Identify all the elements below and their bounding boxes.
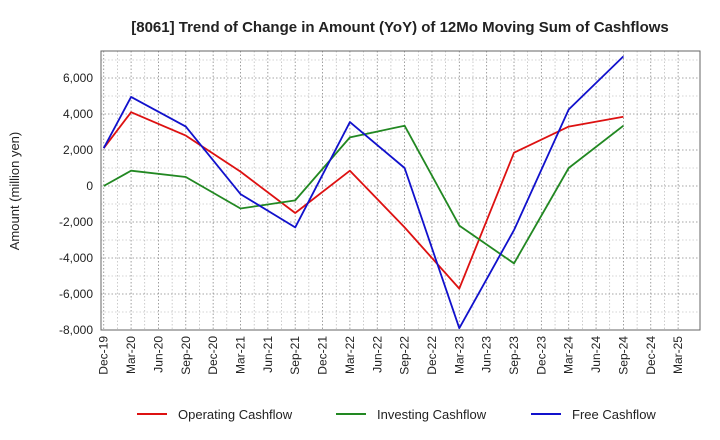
y-tick-label: 6,000 bbox=[63, 71, 93, 85]
x-tick-label: Mar-22 bbox=[343, 336, 357, 374]
x-tick-label: Dec-19 bbox=[97, 336, 111, 375]
x-tick-label: Sep-23 bbox=[507, 336, 521, 375]
y-axis-label: Amount (million yen) bbox=[7, 132, 22, 251]
x-axis-ticks: Dec-19 Mar-20 Jun-20 Sep-20 Dec-20 Mar-21 Jun-… bbox=[97, 336, 685, 375]
x-tick-label: Sep-22 bbox=[398, 336, 412, 375]
plot-grid bbox=[101, 51, 700, 331]
series-line-free-cashflow bbox=[102, 55, 625, 330]
x-tick-label: Sep-24 bbox=[616, 336, 630, 375]
series-line-investing-cashflow bbox=[103, 124, 624, 265]
series-line-operating-cashflow bbox=[102, 111, 624, 290]
x-tick-label: Jun-20 bbox=[151, 336, 165, 373]
x-tick-label: Sep-21 bbox=[288, 336, 302, 375]
y-tick-label: -8,000 bbox=[59, 323, 93, 337]
legend-label-free-cashflow: Free Cashflow bbox=[572, 407, 656, 422]
y-tick-label: -2,000 bbox=[59, 215, 93, 229]
y-tick-label: -4,000 bbox=[59, 251, 93, 265]
legend: Operating Cashflow Investing Cashflow Free… bbox=[137, 407, 656, 422]
x-tick-label: Mar-24 bbox=[562, 336, 576, 374]
x-tick-label: Mar-23 bbox=[452, 336, 466, 374]
x-tick-label: Dec-23 bbox=[534, 336, 548, 375]
x-tick-label: Mar-21 bbox=[233, 336, 247, 374]
x-tick-label: Dec-20 bbox=[206, 336, 220, 375]
x-tick-label: Mar-25 bbox=[671, 336, 685, 374]
y-tick-label: 4,000 bbox=[63, 107, 93, 121]
x-tick-label: Jun-22 bbox=[370, 336, 384, 373]
series-lines bbox=[102, 55, 625, 330]
x-tick-label: Dec-22 bbox=[425, 336, 439, 375]
x-tick-label: Jun-23 bbox=[480, 336, 494, 373]
y-tick-label: 2,000 bbox=[63, 143, 93, 157]
y-tick-label: -6,000 bbox=[59, 287, 93, 301]
legend-label-operating-cashflow: Operating Cashflow bbox=[178, 407, 293, 422]
legend-label-investing-cashflow: Investing Cashflow bbox=[377, 407, 487, 422]
x-tick-label: Sep-20 bbox=[179, 336, 193, 375]
plot-background bbox=[101, 51, 700, 330]
x-tick-label: Jun-24 bbox=[589, 336, 603, 373]
x-tick-label: Dec-24 bbox=[644, 336, 658, 375]
y-tick-label: 0 bbox=[86, 179, 93, 193]
x-tick-label: Mar-20 bbox=[124, 336, 138, 374]
chart-title: [8061] Trend of Change in Amount (YoY) o… bbox=[131, 19, 669, 36]
plot-frame bbox=[100, 50, 701, 331]
x-tick-label: Jun-21 bbox=[261, 336, 275, 373]
y-axis-ticks: 6,000 4,000 2,000 0 -2,000 -4,000 -6,000 -8,000 bbox=[59, 71, 93, 337]
x-tick-label: Dec-21 bbox=[316, 336, 330, 375]
